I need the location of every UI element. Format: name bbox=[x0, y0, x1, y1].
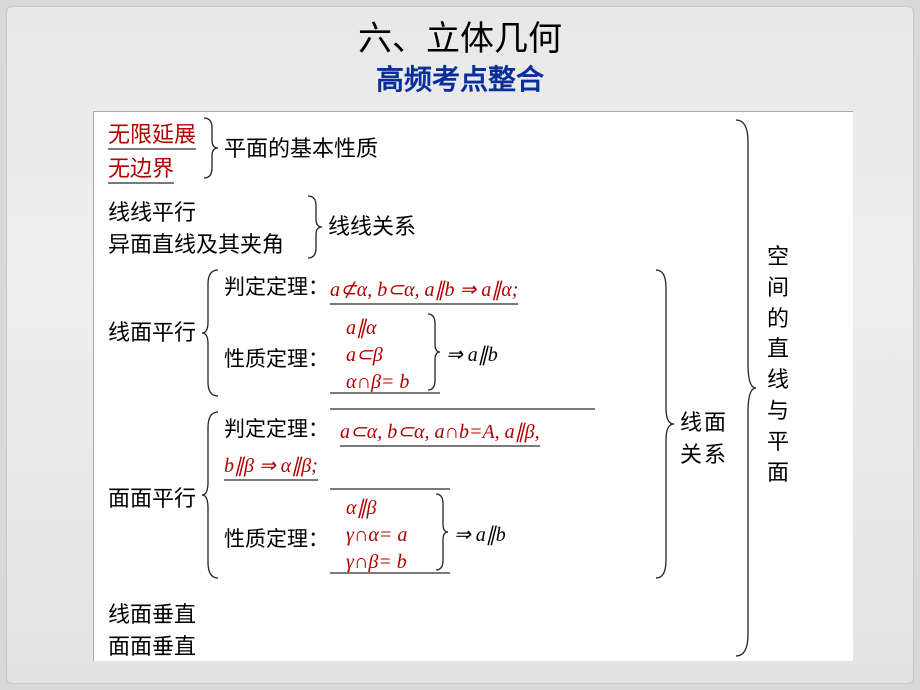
brace-g4-mid bbox=[434, 492, 450, 572]
g1-label: 平面的基本性质 bbox=[224, 132, 378, 165]
g4-r2-m2: γ∩α= a bbox=[346, 520, 407, 550]
tail2: 面面垂直 bbox=[108, 630, 196, 663]
g2-item1: 线线平行 bbox=[108, 196, 196, 229]
brace-outer-right bbox=[734, 118, 758, 658]
g1-item2: 无边界 bbox=[108, 152, 174, 185]
g4-r1-m1-text: a⊂α, b⊂α, a∩b=A, a∥β, bbox=[340, 421, 540, 447]
g4-r2-overline bbox=[330, 488, 450, 490]
g3-r1-math-text: a⊄α, b⊂α, a∥b ⇒ a∥α; bbox=[330, 279, 518, 305]
brace-inner-right bbox=[654, 268, 676, 580]
g4-r2-lead: 性质定理： bbox=[224, 524, 329, 556]
g3-r2-lead: 性质定理： bbox=[224, 344, 329, 376]
brace-g1 bbox=[202, 116, 220, 180]
g1-item2-text: 无边界 bbox=[108, 156, 174, 184]
g3-r1-lead: 判定定理： bbox=[224, 272, 329, 304]
page-subtitle: 高频考点整合 bbox=[7, 58, 913, 98]
brace-g3-mid bbox=[426, 312, 442, 392]
slide-inner: 六、立体几何 高频考点整合 无限延展 无边界 平面的基本性质 线线平行 异面直线… bbox=[6, 6, 914, 684]
brace-g4-open bbox=[200, 410, 220, 580]
g1-item1: 无限延展 bbox=[108, 118, 196, 151]
slide-root: 六、立体几何 高频考点整合 无限延展 无边界 平面的基本性质 线线平行 异面直线… bbox=[0, 0, 920, 690]
g4-r2-res: ⇒ a∥b bbox=[454, 520, 506, 550]
g4-r1-m2: b∥β ⇒ α∥β; bbox=[224, 448, 318, 481]
g3-r2-res: ⇒ a∥b bbox=[446, 340, 498, 370]
g4-r1-overrule bbox=[330, 408, 595, 410]
g3-r2-m1: a∥α bbox=[346, 313, 377, 343]
g3-head: 线面平行 bbox=[108, 316, 196, 349]
g1-item1-text: 无限延展 bbox=[108, 122, 196, 150]
side-inner-b: 关系 bbox=[680, 438, 728, 471]
g4-r2-underline bbox=[330, 572, 450, 574]
side-outer: 空间的直线与平面 bbox=[766, 242, 790, 488]
brace-g2 bbox=[306, 194, 324, 260]
g4-r1-lead: 判定定理： bbox=[224, 414, 329, 446]
g4-head: 面面平行 bbox=[108, 482, 196, 515]
g4-r1-m1: a⊂α, b⊂α, a∩b=A, a∥β, bbox=[340, 414, 540, 447]
brace-g3-open bbox=[200, 268, 220, 398]
content-sheet: 无限延展 无边界 平面的基本性质 线线平行 异面直线及其夹角 线线关系 线面平行… bbox=[93, 111, 853, 661]
side-inner-a: 线面 bbox=[680, 406, 728, 439]
g2-label: 线线关系 bbox=[328, 210, 416, 243]
g4-r1-m2-text: b∥β ⇒ α∥β; bbox=[224, 455, 318, 481]
g3-r2-underline bbox=[330, 392, 440, 394]
g2-item2: 异面直线及其夹角 bbox=[108, 228, 284, 261]
g3-r2-m2: a⊂β bbox=[346, 340, 383, 370]
g4-r2-m1: α∥β bbox=[346, 493, 376, 523]
page-title: 六、立体几何 bbox=[7, 7, 913, 60]
g3-r1-math: a⊄α, b⊂α, a∥b ⇒ a∥α; bbox=[330, 272, 518, 305]
tail1: 线面垂直 bbox=[108, 598, 196, 631]
